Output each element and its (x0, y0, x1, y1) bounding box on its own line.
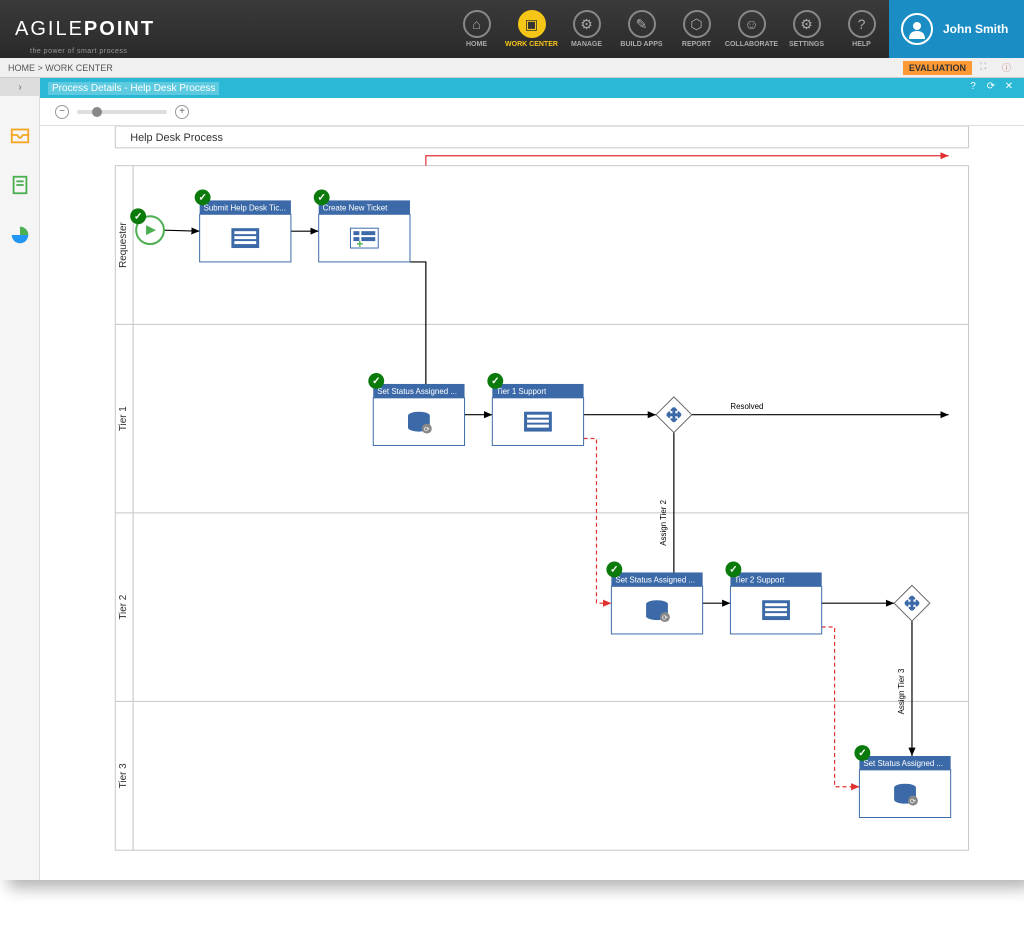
nav-work-center[interactable]: ▣ WORK CENTER (504, 0, 559, 58)
nav-help[interactable]: ? HELP (834, 0, 889, 58)
svg-text:Requester: Requester (118, 222, 129, 268)
svg-text:Submit Help Desk Tic...: Submit Help Desk Tic... (204, 203, 286, 212)
svg-text:✓: ✓ (491, 376, 499, 387)
nav-label: REPORT (682, 41, 711, 48)
svg-text:Assign Tier 2: Assign Tier 2 (659, 500, 668, 546)
svg-text:Tier 1: Tier 1 (118, 406, 129, 431)
logo: AGILEPOINT the power of smart process (0, 18, 155, 41)
breadcrumb: HOME > WORK CENTER (8, 63, 113, 73)
svg-text:Tier 1 Support: Tier 1 Support (496, 387, 547, 396)
nav-label: HOME (466, 41, 487, 48)
info-icon[interactable]: ⓘ (1002, 61, 1016, 75)
refresh-icon[interactable]: ⟳ (984, 81, 998, 95)
svg-text:Set Status Assigned ...: Set Status Assigned ... (377, 387, 457, 396)
nav-icon: ? (848, 10, 876, 38)
svg-text:Set Status Assigned ...: Set Status Assigned ... (863, 759, 943, 768)
process-canvas[interactable]: Help Desk Process Requester Tier 1 Tier 2 Ti… (40, 126, 1024, 880)
nav-label: HELP (852, 41, 871, 48)
document-icon[interactable] (9, 174, 31, 196)
svg-text:Create New Ticket: Create New Ticket (323, 203, 389, 212)
header: AGILEPOINT the power of smart process ⌂ H… (0, 0, 1024, 58)
content: Process Details - Help Desk Process ? ⟳ … (40, 78, 1024, 880)
logo-part2: POINT (84, 18, 155, 40)
svg-text:+: + (356, 237, 363, 251)
svg-text:Help Desk Process: Help Desk Process (130, 132, 223, 144)
svg-text:Set Status Assigned ...: Set Status Assigned ... (615, 575, 695, 584)
fullscreen-icon[interactable]: ⛶ (980, 61, 994, 75)
nav-home[interactable]: ⌂ HOME (449, 0, 504, 58)
user-area[interactable]: John Smith (889, 0, 1024, 58)
nav-label: WORK CENTER (505, 41, 558, 48)
svg-text:✓: ✓ (858, 748, 866, 759)
top-nav: ⌂ HOME ▣ WORK CENTER ⚙ MANAGE ✎ BUILD APPS ⬡ REPO… (449, 0, 889, 58)
avatar (901, 13, 933, 45)
nav-icon: ⚙ (573, 10, 601, 38)
logo-tagline: the power of smart process (30, 48, 127, 55)
breadcrumb-bar: HOME > WORK CENTER EVALUATION ⛶ ⓘ (0, 58, 1024, 78)
inbox-icon[interactable] (9, 124, 31, 146)
zoom-slider[interactable] (77, 110, 167, 114)
svg-text:Assign Tier 3: Assign Tier 3 (897, 668, 906, 714)
evaluation-badge: EVALUATION (903, 61, 972, 75)
close-icon[interactable]: ✕ (1002, 81, 1016, 95)
svg-text:✓: ✓ (198, 192, 206, 203)
svg-text:✓: ✓ (372, 376, 380, 387)
nav-icon: ⚙ (793, 10, 821, 38)
logo-part1: AGILE (15, 18, 84, 40)
help-icon[interactable]: ? (966, 81, 980, 95)
nav-label: BUILD APPS (620, 41, 662, 48)
nav-icon: ✎ (628, 10, 656, 38)
nav-label: SETTINGS (789, 41, 824, 48)
username-label: John Smith (943, 22, 1008, 36)
nav-label: MANAGE (571, 41, 602, 48)
svg-text:✓: ✓ (610, 564, 618, 575)
svg-text:Tier 2: Tier 2 (118, 594, 129, 619)
nav-icon: ▣ (518, 10, 546, 38)
nav-settings[interactable]: ⚙ SETTINGS (779, 0, 834, 58)
svg-text:Tier 2 Support: Tier 2 Support (734, 575, 785, 584)
zoom-in-button[interactable]: + (175, 105, 189, 119)
nav-label: COLLABORATE (725, 41, 778, 48)
chart-icon[interactable] (9, 224, 31, 246)
svg-text:✓: ✓ (134, 211, 142, 222)
svg-text:⟳: ⟳ (910, 799, 916, 806)
zoom-out-button[interactable]: − (55, 105, 69, 119)
svg-text:✓: ✓ (318, 192, 326, 203)
panel-title: Process Details - Help Desk Process (48, 82, 219, 95)
nav-report[interactable]: ⬡ REPORT (669, 0, 724, 58)
nav-build-apps[interactable]: ✎ BUILD APPS (614, 0, 669, 58)
nav-collaborate[interactable]: ☺ COLLABORATE (724, 0, 779, 58)
svg-text:Tier 3: Tier 3 (118, 763, 129, 788)
sidebar-toggle[interactable]: › (0, 78, 40, 96)
svg-text:✓: ✓ (729, 564, 737, 575)
nav-manage[interactable]: ⚙ MANAGE (559, 0, 614, 58)
sidebar: › (0, 78, 40, 880)
nav-icon: ⌂ (463, 10, 491, 38)
svg-text:⟳: ⟳ (424, 427, 430, 434)
zoom-bar: − + (40, 98, 1024, 126)
panel-header: Process Details - Help Desk Process ? ⟳ … (40, 78, 1024, 98)
svg-text:Resolved: Resolved (730, 402, 763, 411)
svg-text:⟳: ⟳ (662, 615, 668, 622)
nav-icon: ⬡ (683, 10, 711, 38)
nav-icon: ☺ (738, 10, 766, 38)
